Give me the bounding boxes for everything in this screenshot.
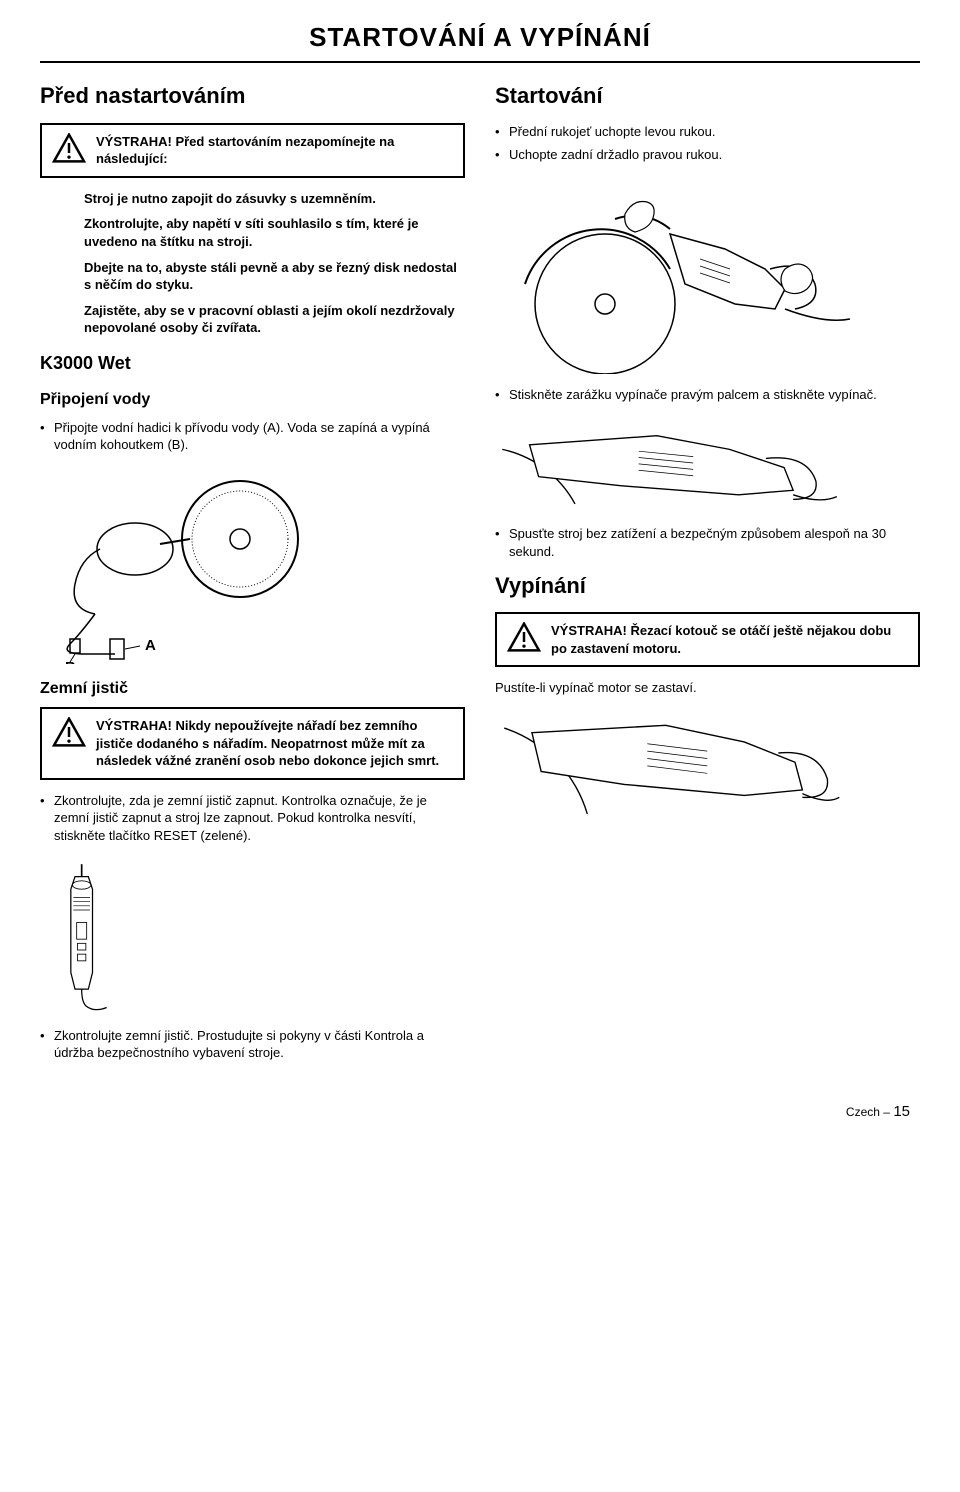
warn1-body: Stroj je nutno zapojit do zásuvky s uzem… [84, 190, 465, 337]
warn1-intro: VÝSTRAHA! Před startováním nezapomínejte… [96, 133, 453, 168]
heading-before-start: Před nastartováním [40, 81, 465, 111]
footer-lang: Czech [846, 1105, 880, 1119]
bullets-start-3: Spusťte stroj bez zatížení a bezpečným z… [495, 525, 920, 560]
bullet-breaker1: Zkontrolujte, zda je zemní jistič zapnut… [40, 792, 465, 845]
bullets-start-1: Přední rukojeť uchopte levou rukou. Ucho… [495, 123, 920, 164]
warn1-p4: Zajistěte, aby se v pracovní oblasti a j… [84, 302, 465, 337]
left-column: Před nastartováním VÝSTRAHA! Před starto… [40, 77, 465, 1072]
illustration-release [495, 705, 920, 825]
footer-dash: – [883, 1105, 890, 1119]
page-footer: Czech – 15 [40, 1102, 920, 1122]
warn1-p3: Dbejte na to, abyste stáli pevně a aby s… [84, 259, 465, 294]
illustration-gfci-plug [40, 855, 465, 1015]
illustration-trigger [495, 413, 920, 513]
warning-box-breaker: VÝSTRAHA! Nikdy nepoužívejte nářadí bez … [40, 707, 465, 780]
bullet-breaker2: Zkontrolujte zemní jistič. Prostudujte s… [40, 1027, 465, 1062]
bullet-water: Připojte vodní hadici k přívodu vody (A)… [40, 419, 465, 454]
warning-text-before-start: VÝSTRAHA! Před startováním nezapomínejte… [96, 133, 453, 168]
heading-stop: Vypínání [495, 571, 920, 601]
warn2: VÝSTRAHA! Nikdy nepoužívejte nářadí bez … [96, 717, 453, 770]
illustration-water-connection: A B [40, 464, 465, 664]
warning-triangle-icon [52, 133, 86, 163]
p-stop: Pustíte-li vypínač motor se zastaví. [495, 679, 920, 697]
warn1-p2: Zkontrolujte, aby napětí v síti souhlasi… [84, 215, 465, 250]
warn1-p1: Stroj je nutno zapojit do zásuvky s uzem… [84, 190, 465, 208]
bullet-s2: Uchopte zadní držadlo pravou rukou. [495, 146, 920, 164]
warning-box-before-start: VÝSTRAHA! Před startováním nezapomínejte… [40, 123, 465, 178]
bullets-breaker-1: Zkontrolujte, zda je zemní jistič zapnut… [40, 792, 465, 845]
warning-triangle-icon [507, 622, 541, 652]
bullet-s3: Stiskněte zarážku vypínače pravým palcem… [495, 386, 920, 404]
bullets-start-2: Stiskněte zarážku vypínače pravým palcem… [495, 386, 920, 404]
bullets-breaker-2: Zkontrolujte zemní jistič. Prostudujte s… [40, 1027, 465, 1062]
bullet-s4: Spusťte stroj bez zatížení a bezpečným z… [495, 525, 920, 560]
heading-start: Startování [495, 81, 920, 111]
heading-model: K3000 Wet [40, 351, 465, 375]
right-column: Startování Přední rukojeť uchopte levou … [495, 77, 920, 1072]
page-title: STARTOVÁNÍ A VYPÍNÁNÍ [40, 20, 920, 63]
illustration-grip [495, 174, 920, 374]
subheading-breaker: Zemní jistič [40, 678, 465, 700]
warning-triangle-icon [52, 717, 86, 747]
warning-box-stop: VÝSTRAHA! Řezací kotouč se otáčí ještě n… [495, 612, 920, 667]
bullets-water: Připojte vodní hadici k přívodu vody (A)… [40, 419, 465, 454]
warning-text-breaker: VÝSTRAHA! Nikdy nepoužívejte nářadí bez … [96, 717, 453, 770]
bullet-s1: Přední rukojeť uchopte levou rukou. [495, 123, 920, 141]
label-A: A [145, 637, 156, 654]
warn3: VÝSTRAHA! Řezací kotouč se otáčí ještě n… [551, 622, 908, 657]
warning-text-stop: VÝSTRAHA! Řezací kotouč se otáčí ještě n… [551, 622, 908, 657]
two-column-layout: Před nastartováním VÝSTRAHA! Před starto… [40, 77, 920, 1072]
subheading-water: Připojení vody [40, 389, 465, 411]
footer-page-number: 15 [893, 1103, 910, 1120]
